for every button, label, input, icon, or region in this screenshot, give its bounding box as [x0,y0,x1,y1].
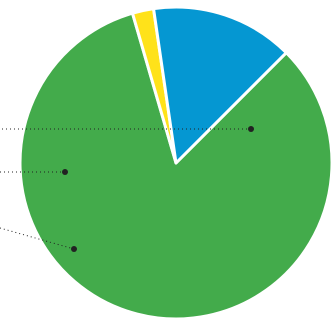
leader-dot-1 [71,246,77,252]
pie-slice-2 [152,5,288,165]
leader-line-1 [0,227,75,250]
pie-leader-lines [0,126,254,252]
pie-slices [18,5,332,320]
leader-dot-0 [248,126,254,132]
leader-dot-2 [62,169,68,175]
